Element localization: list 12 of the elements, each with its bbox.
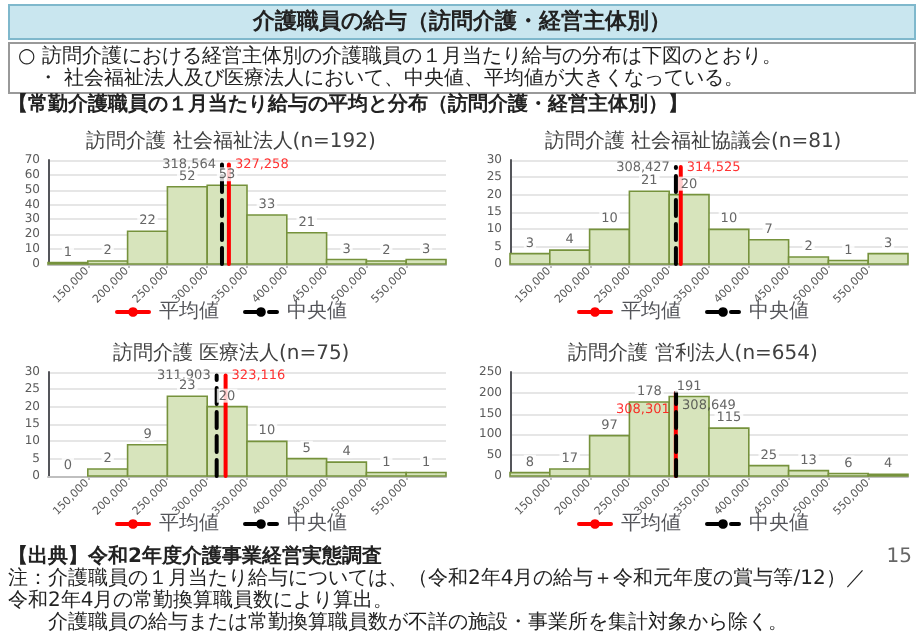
text: 15 [886, 546, 912, 568]
chart-title: 訪問介護 営利法人(n=654) [568, 341, 818, 365]
chart-title: 訪問介護 社会福祉協議会(n=81) [544, 129, 842, 153]
chart-title: 訪問介護 医療法人(n=75) [112, 341, 350, 365]
text: ○ 訪問介護における経営主体別の介護職員の１月当たり給与の分布は下図のとおり。 [18, 46, 784, 68]
chart-title: 訪問介護 社会福祉法人(n=192) [86, 129, 376, 153]
text: 【出典】令和2年度介護事業経営実態調査 [8, 546, 384, 568]
text: 【常勤介護職員の１月当たり給与の平均と分布（訪問介護・経営主体別）】 [8, 94, 688, 116]
text: 注：介護職員の１月当たり給与については、（令和2年4月の給与＋令和元年度の賞与等/12）／令和2年4月の常勤換算職員数により算出。 [8, 568, 868, 612]
text: 介護職員の給与または常勤換算職員数が不詳の施設・事業所を集計対象から除く。 [46, 612, 790, 634]
text: ・ 社会福祉法人及び医療法人において、中央値、平均値が大きくなっている。 [36, 68, 747, 90]
text: 介護職員の給与（訪問介護・経営主体別） [8, 4, 916, 40]
